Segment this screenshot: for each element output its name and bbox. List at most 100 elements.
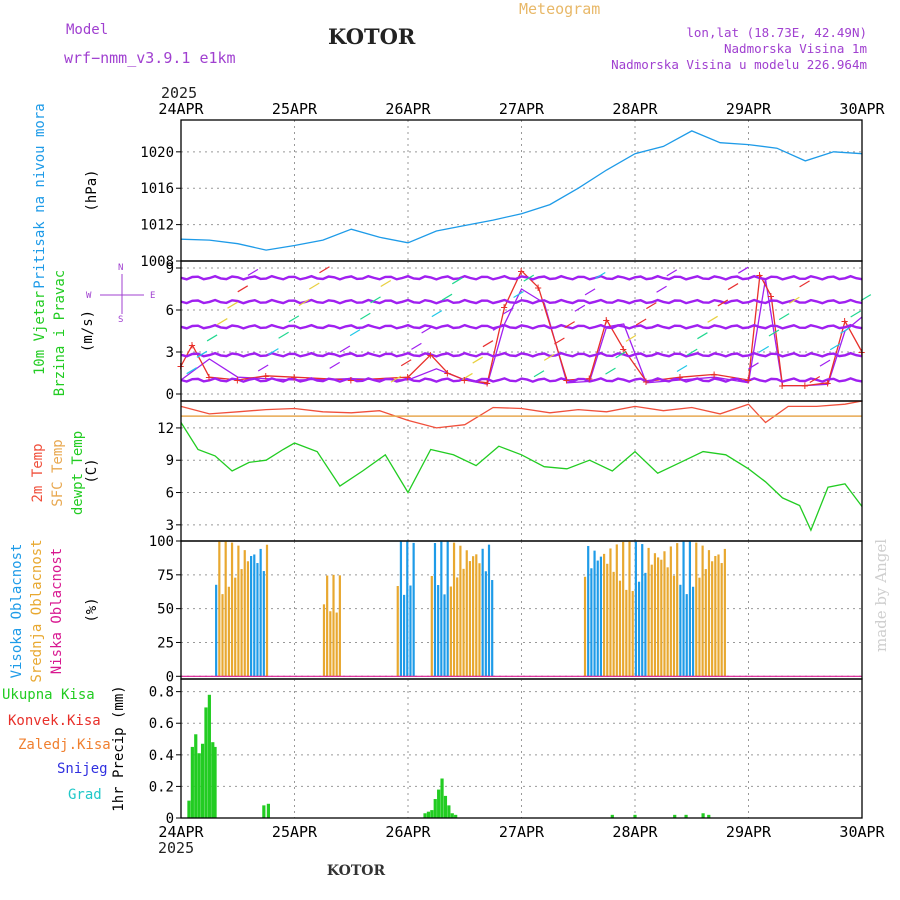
- cloud-bar: [465, 550, 468, 677]
- cloud-bar: [433, 543, 437, 677]
- y-tick-label: 100: [149, 534, 174, 550]
- precip-bar: [673, 814, 677, 818]
- gust-marker: +: [824, 376, 831, 390]
- axis-unit-label: (%): [84, 597, 100, 622]
- wind-barb: [819, 359, 831, 367]
- y-tick-label: 6: [166, 303, 174, 319]
- wind-barb: [247, 268, 259, 276]
- gust-marker: +: [756, 268, 763, 282]
- wind-barb: [390, 375, 402, 383]
- gust-marker: +: [262, 369, 269, 383]
- series-label: SFC Temp: [50, 439, 66, 506]
- gust-marker: +: [801, 379, 808, 393]
- wind-barb: [605, 367, 616, 375]
- cloud-bar: [472, 556, 475, 677]
- cloud-bar: [644, 572, 647, 677]
- wind-barb: [615, 351, 627, 359]
- cloud-bar: [491, 580, 494, 677]
- precip-bar: [443, 795, 448, 818]
- wind-contour-line: [180, 323, 863, 330]
- precip-bar: [190, 746, 194, 818]
- precip-legend-label: Zaledj.Kisa: [18, 737, 111, 753]
- cloud-bar: [631, 590, 634, 677]
- wind-barb: [257, 364, 269, 372]
- wind-barb: [370, 296, 381, 304]
- wind-barb: [380, 279, 392, 287]
- wind-barb: [421, 326, 432, 334]
- wind-barb: [329, 361, 340, 369]
- station-title: KOTOR: [328, 24, 416, 49]
- cloud-bar: [332, 574, 335, 677]
- wind-barb: [503, 307, 514, 315]
- precip-bar: [610, 814, 614, 818]
- wind-barb: [850, 310, 861, 318]
- cloud-bar: [593, 550, 596, 677]
- cloud-bar: [234, 577, 237, 677]
- cloud-bar: [720, 563, 723, 677]
- y-tick-label: 25: [157, 635, 174, 651]
- cloud-bar: [599, 556, 603, 677]
- wind-barb: [360, 312, 371, 320]
- cloud-bar: [246, 561, 250, 677]
- wind-barb: [298, 299, 310, 307]
- series-label: Visoka Oblacnost: [9, 544, 25, 679]
- gust-marker: +: [767, 289, 774, 303]
- wind-barb: [594, 271, 606, 280]
- wind-barb: [186, 367, 197, 375]
- cloud-bar: [240, 569, 243, 677]
- x-tick-label-top: 25APR: [272, 100, 318, 118]
- precip-bar: [262, 805, 266, 818]
- x-tick-label-top: 27APR: [499, 100, 545, 118]
- cloud-bar: [714, 555, 717, 677]
- y-tick-label: 0.2: [149, 779, 174, 795]
- cloud-bar: [409, 585, 412, 677]
- cloud-bar: [237, 545, 240, 677]
- wind-barb: [686, 348, 698, 356]
- gust-marker: +: [347, 373, 354, 387]
- cloud-bar: [456, 577, 459, 677]
- cloud-bar: [679, 584, 682, 677]
- x-tick-label-top: 28APR: [612, 100, 658, 118]
- precip-legend-label: Snijeg: [57, 761, 108, 777]
- x-tick-label-bottom: 30APR: [839, 823, 885, 841]
- cloud-bar: [243, 550, 246, 677]
- model-label: Model: [66, 22, 108, 38]
- pressure-line: [180, 130, 863, 251]
- precip-bar: [454, 814, 458, 818]
- elevation: Nadmorska Visina 1m: [724, 41, 867, 56]
- gust-marker: +: [563, 373, 570, 387]
- x-tick-label-bottom: 28APR: [612, 823, 658, 841]
- gust-marker: +: [535, 281, 542, 295]
- cloud-bar: [609, 548, 612, 677]
- compass-s: S: [118, 315, 123, 325]
- cloud-bar: [650, 564, 653, 677]
- wind-barb: [768, 329, 780, 337]
- cloud-bar: [329, 611, 332, 677]
- precip-bar: [187, 800, 191, 818]
- precip-bar: [440, 778, 444, 818]
- cloud-bar: [637, 581, 641, 677]
- cloud-bar: [338, 575, 341, 677]
- wind-barb: [227, 301, 238, 309]
- cloud-bar: [250, 555, 253, 677]
- axis-unit-label: (C): [84, 458, 100, 483]
- precip-legend-label: Ukupna Kisa: [2, 687, 95, 703]
- x-tick-label-top: 26APR: [385, 100, 431, 118]
- y-tick-label: 0.8: [149, 685, 174, 701]
- compass-e: E: [150, 291, 155, 301]
- y-tick-label: 1012: [140, 218, 174, 234]
- cloud-bar: [685, 594, 688, 677]
- wind-barb: [543, 353, 555, 361]
- x-tick-label-top: 30APR: [839, 100, 885, 118]
- x-tick-label-bottom: 26APR: [385, 823, 431, 841]
- wind-barb: [737, 266, 749, 274]
- gust-marker: +: [461, 373, 468, 387]
- wind-barb: [809, 376, 821, 384]
- cloud-bar: [440, 541, 443, 677]
- y-tick-label: 0.6: [149, 716, 174, 732]
- wind-barb: [840, 326, 851, 334]
- cloud-bar: [218, 541, 221, 677]
- cloud-bar: [326, 575, 329, 677]
- gust-marker: +: [676, 370, 683, 384]
- cloud-bar: [698, 577, 701, 677]
